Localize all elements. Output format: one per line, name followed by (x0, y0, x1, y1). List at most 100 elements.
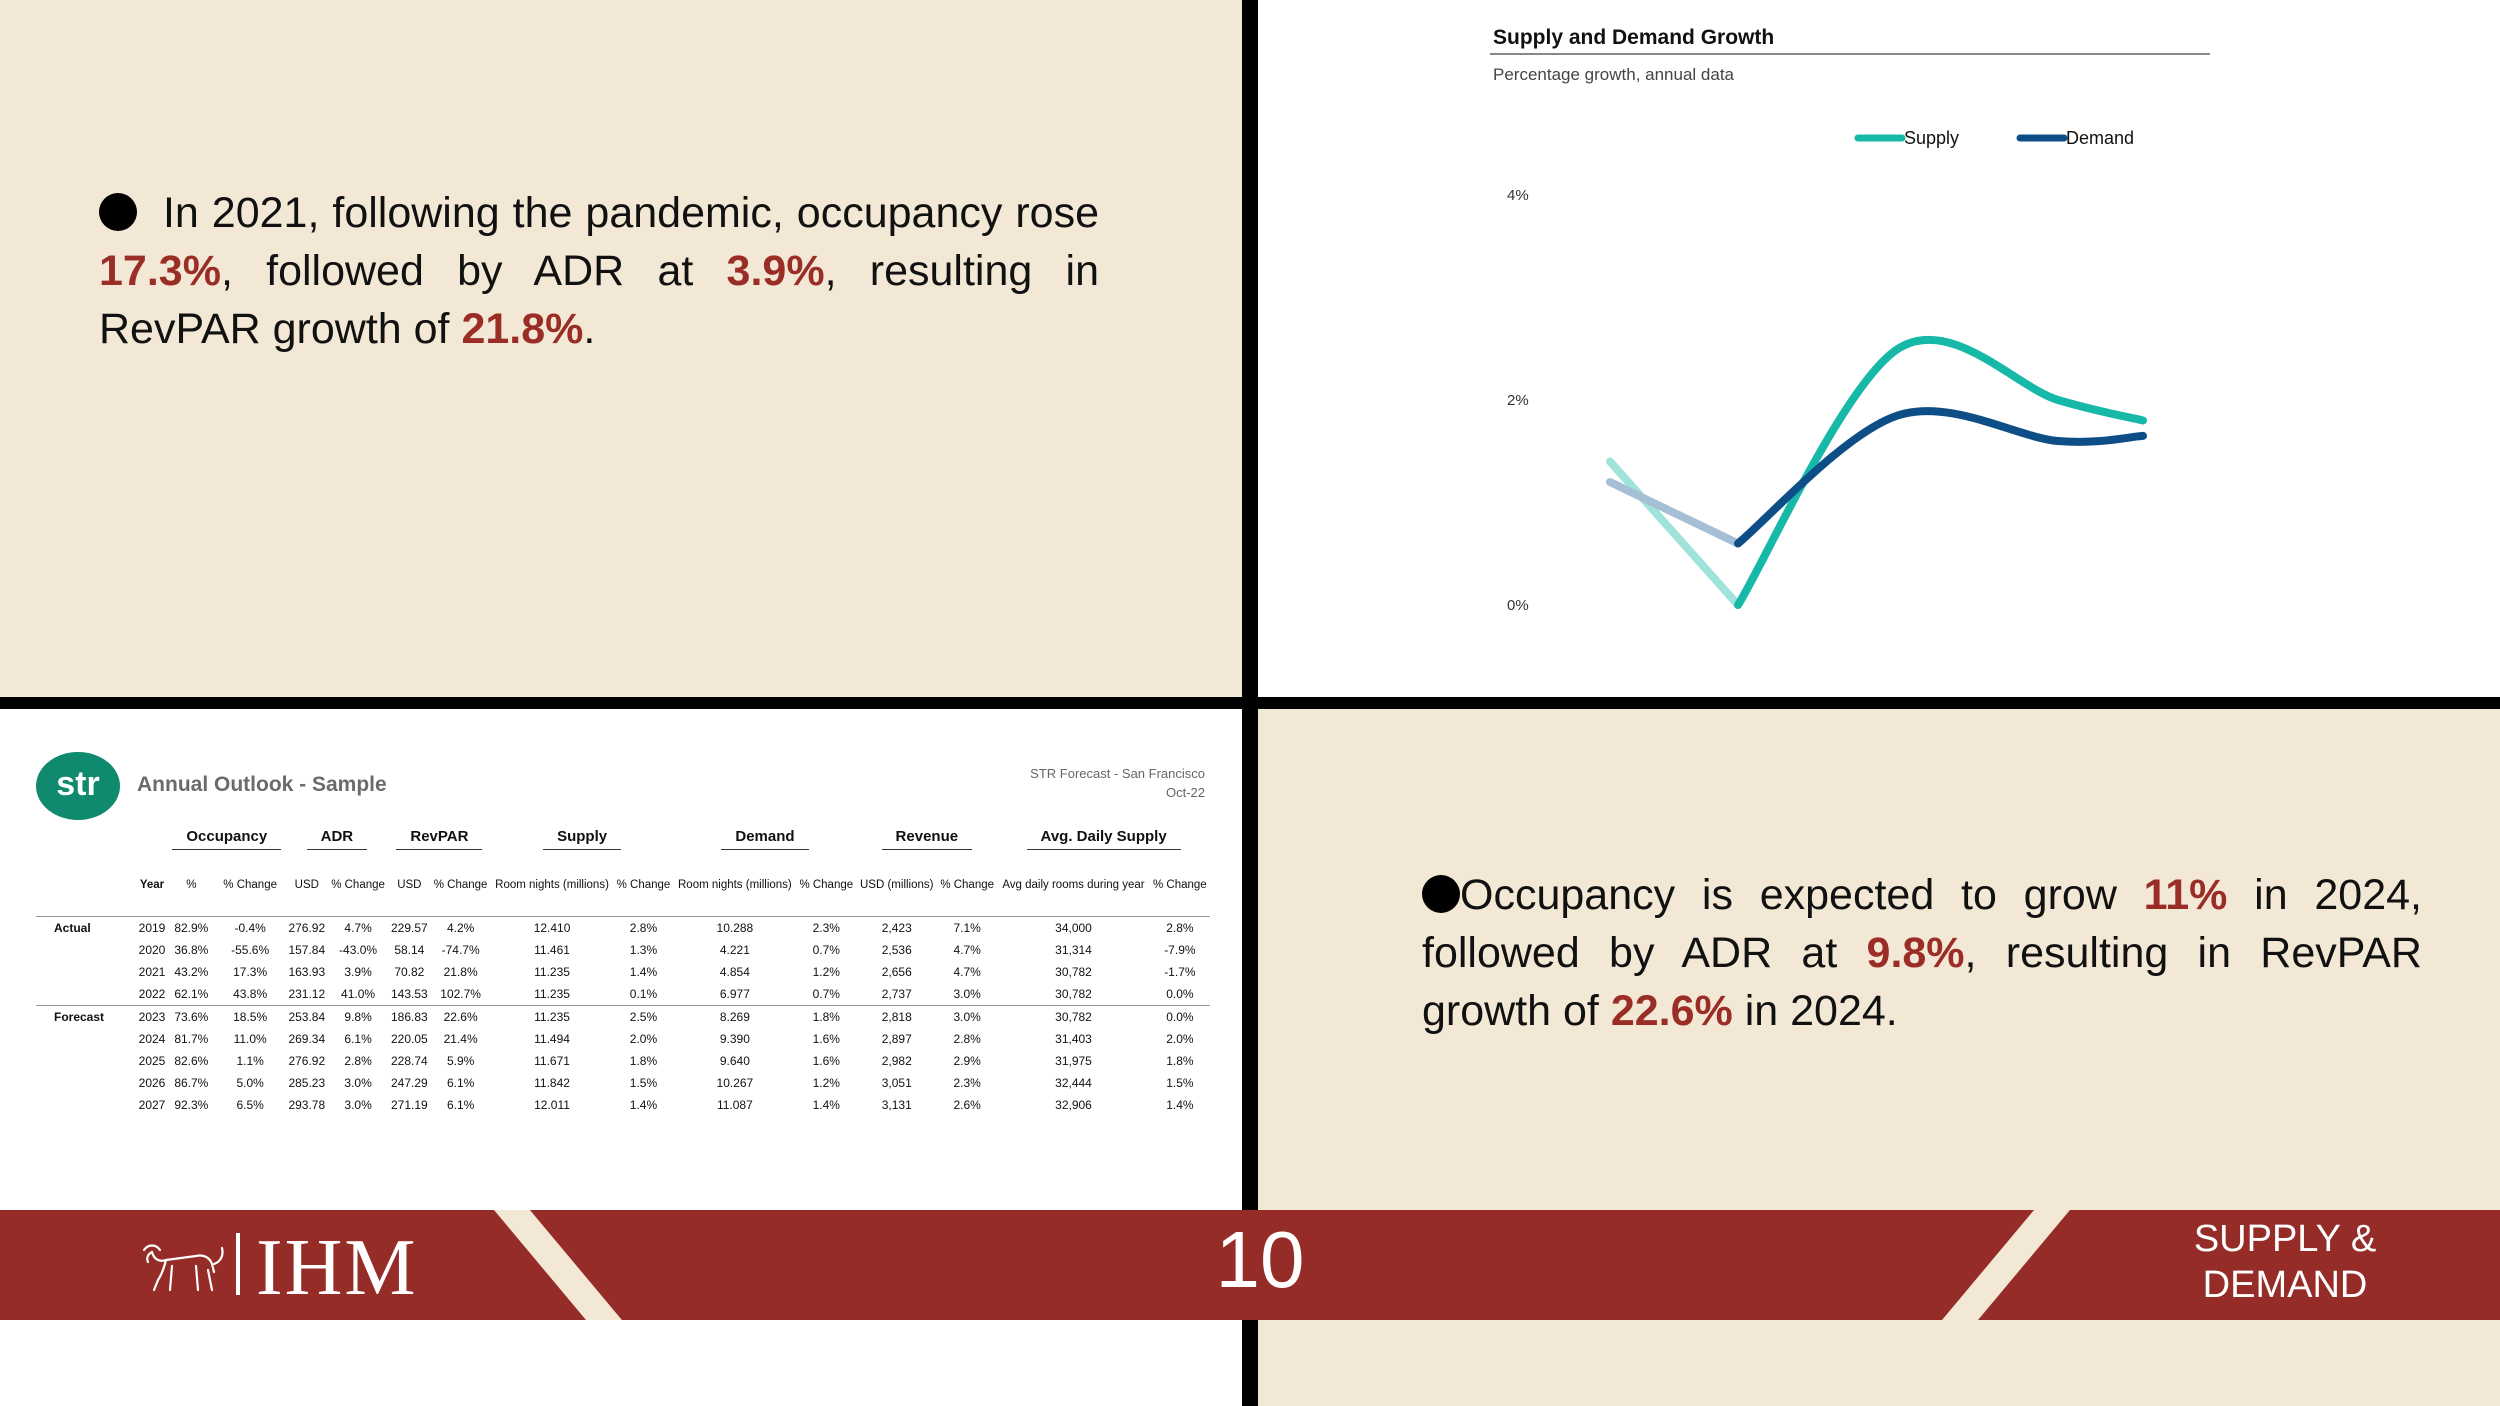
horizontal-divider (0, 697, 2500, 709)
year-cell: 2023 (136, 1005, 168, 1028)
table-cell: 2,818 (856, 1005, 938, 1028)
table-cell: 5.0% (236, 1076, 264, 1090)
table-cell: 4.7% (344, 921, 372, 935)
table-cell: 2,423 (881, 921, 912, 935)
str-logo: str (36, 752, 120, 820)
table-cell: -0.4% (234, 921, 266, 935)
row-label-blank (36, 983, 136, 1006)
table-cell: 11.235 (490, 1005, 614, 1028)
table-cell: 11.461 (534, 943, 570, 957)
sub-header: Avg daily rooms during year (997, 854, 1150, 917)
insight-text: in 2024, followed by ADR at (1422, 871, 2422, 977)
table-cell: 73.6% (167, 1005, 215, 1028)
table-cell: 11.235 (534, 965, 570, 979)
table-cell: 10.267 (716, 1076, 754, 1090)
table-cell: 228.74 (390, 1054, 428, 1068)
table-cell: 1.3% (629, 943, 658, 957)
forecast-caption: STR Forecast - San Francisco Oct-22 (1030, 764, 1205, 802)
table-cell: 2,656 (881, 965, 912, 979)
table-cell: 0.0% (1166, 987, 1194, 1001)
brand-divider (236, 1233, 240, 1295)
bull-icon (142, 1244, 224, 1292)
table-cell: 1.4% (629, 1098, 658, 1112)
table-cell: 86.7% (174, 1076, 209, 1090)
table-cell: 82.6% (174, 1054, 209, 1068)
table-cell: 3.9% (344, 965, 372, 979)
bullet-icon (1422, 875, 1460, 913)
table-cell: 6.1% (446, 1076, 475, 1090)
table-row: 2025 82.6% 1.1% 276.92 2.8% 228.74 5.9% 11.671 1… (36, 1050, 1210, 1072)
sub-header: % Change (214, 854, 286, 917)
table-cell: 4.2% (446, 921, 475, 935)
table-cell: -55.6% (231, 943, 270, 957)
sub-header: Room nights (millions) (673, 854, 797, 917)
table-cell: 0.7% (812, 987, 840, 1001)
table-cell: 2.6% (953, 1098, 981, 1112)
table-cell: 285.23 (288, 1076, 326, 1090)
group-header: Avg. Daily Supply (997, 824, 1210, 854)
table-cell: 9.640 (719, 1054, 750, 1068)
group-header-label: Revenue (881, 828, 973, 850)
table-cell: 3,131 (881, 1098, 912, 1112)
page-number: 10 (1215, 1215, 1305, 1304)
table-cell: 12.011 (534, 1098, 570, 1112)
row-label-blank (36, 1028, 136, 1050)
table-cell: 1.8% (629, 1054, 658, 1068)
insight-2021: In 2021, following the pandemic, occupan… (99, 184, 1099, 358)
sub-header: % Change (328, 854, 389, 917)
table-cell: 1.1% (236, 1054, 264, 1068)
table-cell: 276.92 (288, 921, 326, 935)
table-cell: 62.1% (174, 987, 209, 1001)
year-cell: 2022 (138, 987, 166, 1001)
adr-value: 9.8% (1866, 929, 1965, 977)
insight-text: in 2024. (1732, 987, 1898, 1035)
series-line-demand (1734, 407, 2147, 548)
sub-header: Year (136, 854, 168, 917)
footer-band (0, 1210, 2500, 1320)
table-cell: 1.5% (1166, 1076, 1194, 1090)
table-cell: 143.53 (390, 987, 428, 1001)
table-cell: -1.7% (1164, 965, 1196, 979)
table-cell: 276.92 (288, 1054, 326, 1068)
table-cell: 30,782 (1055, 965, 1092, 979)
table-row: Forecast 2023 73.6% 18.5% 253.84 9.8% 186.83 22… (36, 1005, 1210, 1028)
table-cell: 102.7% (440, 987, 481, 1001)
year-cell: 2026 (138, 1076, 166, 1090)
group-header-label: Occupancy (172, 828, 282, 850)
group-header-label: Supply (543, 828, 622, 850)
row-label-blank (36, 1050, 136, 1072)
table-cell: 21.4% (443, 1032, 478, 1046)
table-cell: 253.84 (285, 1005, 328, 1028)
table-cell: 18.5% (214, 1005, 286, 1028)
table-cell: 293.78 (288, 1098, 326, 1112)
table-cell: 271.19 (390, 1098, 428, 1112)
table-body: Actual 2019 82.9% -0.4% 276.92 4.7% 229.57 4.2%… (36, 917, 1210, 1117)
row-label-blank (36, 961, 136, 983)
table-cell: 3.0% (344, 1076, 372, 1090)
group-header-label: Avg. Daily Supply (1026, 828, 1181, 850)
table-cell: 247.29 (390, 1076, 428, 1090)
table-cell: 6.5% (236, 1098, 264, 1112)
table-cell: 2,897 (881, 1032, 912, 1046)
table-cell: 31,403 (1055, 1032, 1092, 1046)
table-cell: 2.0% (629, 1032, 658, 1046)
table-cell: 1.2% (812, 1076, 840, 1090)
table-cell: 1.2% (812, 965, 840, 979)
table-cell: 17.3% (233, 965, 268, 979)
sub-header: USD (millions) (856, 854, 938, 917)
table-cell: 30,782 (1055, 987, 1092, 1001)
sub-header: USD (285, 854, 328, 917)
table-cell: 231.12 (288, 987, 326, 1001)
sub-header: % Change (1149, 854, 1210, 917)
table-cell: 229.57 (390, 921, 428, 935)
table-cell: 157.84 (288, 943, 326, 957)
table-cell: 32,444 (1055, 1076, 1092, 1090)
sub-header: USD (388, 854, 431, 917)
year-cell: 2020 (138, 943, 166, 957)
table-cell: 2.0% (1166, 1032, 1194, 1046)
insight-text: . (583, 305, 596, 353)
insight-text: , followed by ADR at (220, 247, 727, 295)
table-cell: 2.8% (344, 1054, 372, 1068)
table-cell: 1.8% (796, 1005, 857, 1028)
footer-stripes (494, 1210, 2070, 1320)
